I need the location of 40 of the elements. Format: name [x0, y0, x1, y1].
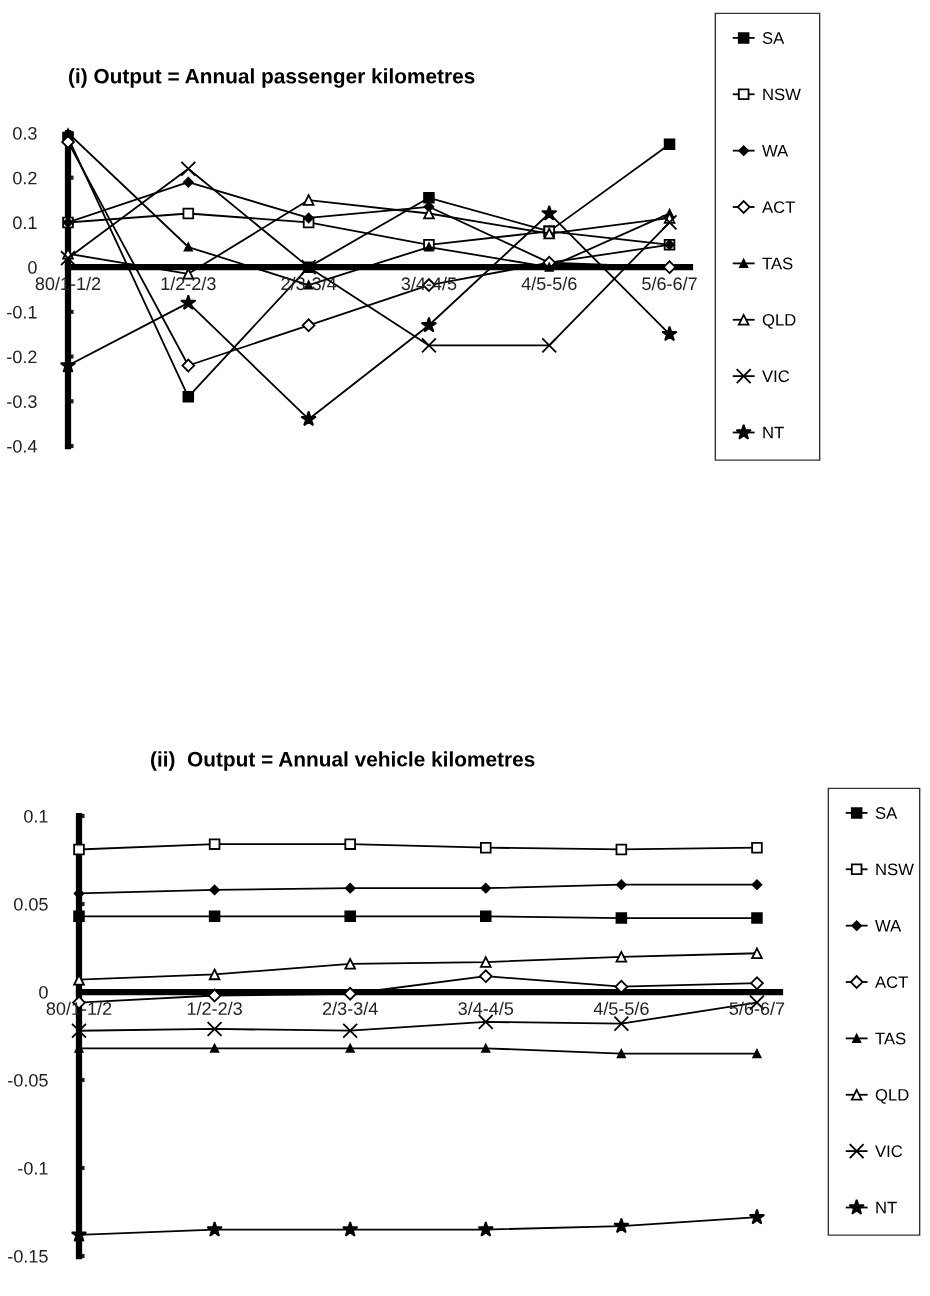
legend-label: NSW — [876, 863, 914, 876]
legend-label: SA — [875, 807, 898, 819]
x-tick-label: 3/4-4/5 — [458, 1001, 514, 1015]
y-tick-label: 0.3 — [13, 126, 37, 140]
y-tick-label: -0.05 — [8, 1073, 48, 1087]
legend-label: WA — [875, 920, 902, 932]
legend-label: QLD — [762, 313, 796, 329]
y-tick-label: 0 — [28, 261, 37, 274]
legend-label: VIC — [875, 1145, 903, 1158]
legend-label: ACT — [875, 976, 908, 989]
y-tick-label: 0.05 — [14, 897, 48, 911]
x-tick-label: 4/5-5/6 — [593, 1001, 649, 1015]
x-tick-label: 5/6-6/7 — [642, 276, 697, 291]
x-tick-label: 2/3-3/4 — [322, 1001, 378, 1015]
y-tick-label: -0.3 — [7, 395, 37, 409]
y-tick-label: -0.1 — [7, 305, 37, 319]
y-tick-label: 0.1 — [24, 809, 48, 823]
y-tick-label: -0.2 — [7, 350, 37, 364]
legend-label: TAS — [762, 257, 793, 270]
x-tick-label: 1/2-2/3 — [161, 276, 216, 291]
chart-title: (ii) Output = Annual vehicle kilometres — [151, 751, 535, 771]
y-tick-label: -0.15 — [8, 1249, 48, 1263]
legend-label: TAS — [875, 1032, 906, 1045]
x-tick-label: 4/5-5/6 — [521, 276, 577, 291]
legend-label: QLD — [875, 1088, 909, 1104]
y-tick-label: 0.2 — [13, 171, 37, 185]
legend-label: ACT — [762, 201, 795, 214]
legend-label: NT — [876, 1201, 897, 1214]
x-tick-label: 5/6-6/7 — [729, 1001, 785, 1015]
y-tick-label: -0.1 — [18, 1161, 48, 1175]
y-tick-label: -0.4 — [7, 439, 37, 453]
legend-label: VIC — [762, 370, 790, 383]
x-tick-label: 1/2-2/3 — [187, 1001, 242, 1015]
legend-label: WA — [762, 145, 789, 157]
legend-label: SA — [762, 32, 785, 44]
legend-label: NT — [763, 426, 784, 439]
y-tick-label: 0.1 — [13, 216, 37, 230]
y-tick-label: 0 — [39, 985, 48, 999]
chart-title: (i) Output = Annual passenger kilometres — [69, 68, 475, 88]
legend-label: NSW — [763, 88, 801, 101]
